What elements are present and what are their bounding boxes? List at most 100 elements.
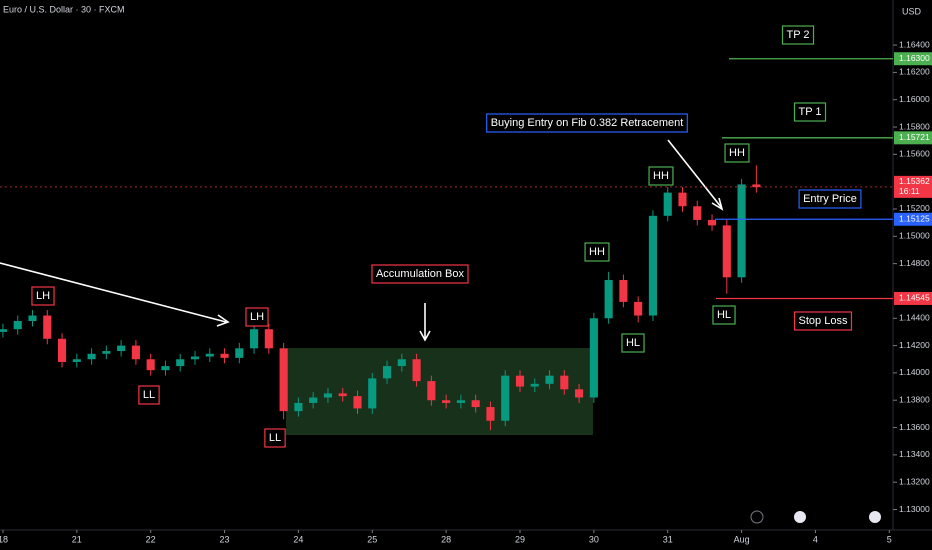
annotation-box — [781, 25, 815, 45]
candle-body — [176, 359, 185, 367]
y-tick-label: 1.14800 — [899, 258, 930, 268]
candle-body — [501, 375, 510, 421]
x-tick-label: Aug — [734, 534, 750, 544]
candle-body — [412, 359, 421, 382]
candle-body — [707, 219, 717, 226]
level-label: 1.16300 — [899, 53, 930, 63]
y-tick-label: 1.16400 — [899, 39, 930, 49]
annotation-box — [712, 305, 736, 325]
y-tick-label: 1.16200 — [899, 67, 930, 77]
y-tick-label: 1.15600 — [899, 149, 930, 159]
annotation-label: Buying Entry on Fib 0.382 Retracement — [491, 117, 684, 129]
candle-body — [264, 329, 273, 349]
annotation-label: LH — [36, 290, 50, 302]
annotation-box — [264, 428, 286, 448]
x-tick-label: 18 — [0, 534, 8, 544]
annotation-box — [138, 385, 160, 405]
price-axis — [893, 0, 932, 550]
candle-body — [382, 366, 392, 379]
candle-body — [338, 393, 347, 397]
annotation-label: HH — [729, 147, 745, 159]
level-label: 1.15125 — [899, 213, 930, 223]
level-tag — [894, 291, 932, 305]
candle-body — [589, 318, 598, 398]
y-axis-label: USD — [902, 6, 922, 16]
candle-body — [117, 345, 126, 352]
annotation-box — [486, 113, 688, 133]
candle-body — [250, 329, 259, 349]
candle-body — [648, 215, 658, 316]
y-tick-label: 1.13800 — [899, 394, 930, 404]
level-label: 1.14545 — [899, 293, 930, 303]
plot — [0, 165, 761, 431]
annotation-label: HH — [653, 170, 669, 182]
candle-body — [309, 397, 318, 403]
candle-body — [161, 366, 170, 371]
annotation-label: LL — [269, 432, 281, 444]
countdown-label: 16:11 — [899, 186, 920, 196]
x-tick-label: 24 — [293, 534, 303, 544]
candle-body — [545, 375, 554, 384]
candle-body — [456, 400, 465, 403]
annotation-box — [724, 143, 750, 163]
x-tick-label: 31 — [663, 534, 673, 544]
candle-body — [294, 402, 303, 412]
x-tick-label: 21 — [72, 534, 82, 544]
event-icons — [750, 510, 881, 524]
candle-body — [43, 315, 52, 339]
candle-body — [530, 383, 539, 387]
annotation-box — [648, 166, 674, 186]
candle-body — [486, 407, 495, 421]
x-tick-label: 23 — [220, 534, 230, 544]
x-tick-label: 22 — [146, 534, 156, 544]
annotation-box — [793, 102, 827, 122]
y-tick-label: 1.13400 — [899, 449, 930, 459]
annotation-label: HL — [626, 337, 640, 349]
candle-body — [279, 348, 288, 412]
candle-body — [634, 301, 643, 316]
candle-body — [737, 184, 746, 278]
annotation-box — [245, 307, 269, 327]
level-tag — [894, 52, 932, 66]
annotation-label: TP 1 — [798, 106, 821, 118]
annotation-label: LH — [250, 311, 264, 323]
annotation-box — [798, 189, 862, 209]
candle-body — [131, 345, 140, 360]
y-tick-label: 1.14400 — [899, 313, 930, 323]
x-tick-label: 5 — [887, 534, 892, 544]
annotation-box — [371, 264, 469, 284]
x-tick-label: 29 — [515, 534, 525, 544]
candle-body — [235, 348, 244, 358]
candle-body — [515, 375, 525, 387]
candle-body — [663, 192, 672, 216]
candle-body — [28, 315, 37, 322]
candle-body — [72, 359, 81, 362]
candle-body — [13, 321, 22, 330]
candle-body — [693, 206, 702, 220]
candle-body — [397, 359, 406, 367]
y-tick-label: 1.14000 — [899, 367, 930, 377]
candle-body — [471, 400, 480, 408]
candle-body — [678, 192, 687, 207]
y-tick-label: 1.15200 — [899, 203, 930, 213]
y-tick-label: 1.13000 — [899, 504, 930, 514]
candle-body — [353, 396, 362, 409]
annotation-label: HL — [717, 309, 731, 321]
level-tag — [894, 131, 932, 145]
candle-body — [87, 353, 96, 360]
annotation-label: Stop Loss — [799, 315, 848, 327]
y-tick-label: 1.13600 — [899, 422, 930, 432]
annotation-box — [31, 286, 55, 306]
annotation-box — [793, 311, 853, 331]
candle-body — [220, 353, 229, 358]
annotation-label: Accumulation Box — [376, 268, 465, 280]
annotation-label: LL — [143, 389, 155, 401]
candle-body — [323, 393, 333, 398]
y-tick-label: 1.13200 — [899, 476, 930, 486]
level-tag — [894, 212, 932, 226]
candle-body — [205, 353, 214, 357]
annotation-label: Entry Price — [803, 193, 857, 205]
y-tick-label: 1.14200 — [899, 340, 930, 350]
candle-body — [575, 389, 584, 398]
